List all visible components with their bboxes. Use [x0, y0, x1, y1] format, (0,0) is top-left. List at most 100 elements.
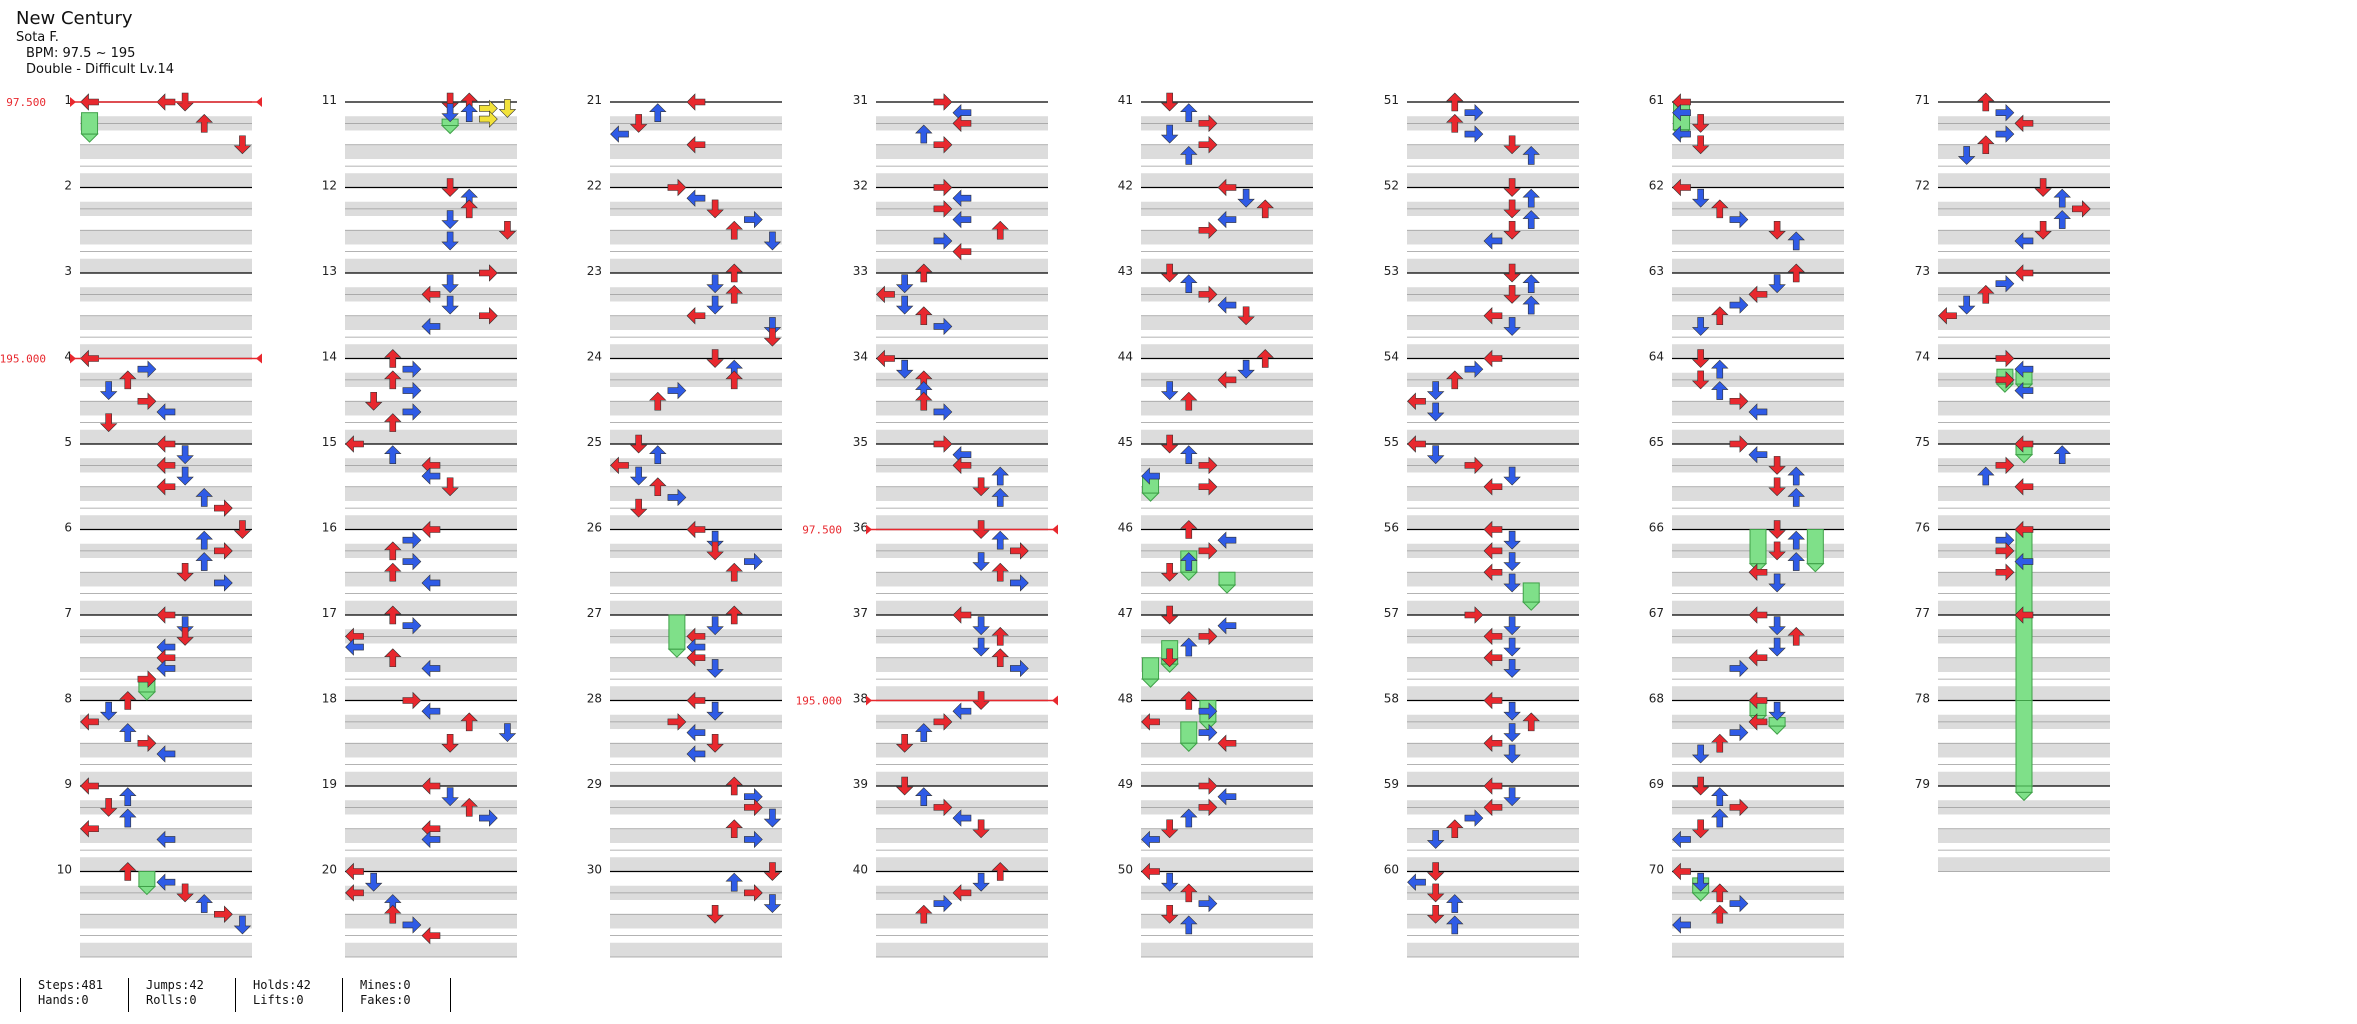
step-arrow	[706, 659, 724, 678]
step-arrow	[421, 659, 441, 678]
measure-stripe	[345, 857, 517, 872]
measure-stripe	[1672, 401, 1844, 416]
step-arrow	[156, 403, 176, 421]
step-arrow	[667, 488, 687, 507]
step-arrow	[1711, 359, 1729, 379]
step-arrow	[384, 605, 402, 625]
measure-stripe	[80, 914, 252, 929]
step-arrow	[1010, 574, 1029, 592]
measure-stripe	[1938, 230, 2110, 245]
measure-stripe	[345, 515, 517, 530]
step-arrow	[744, 884, 763, 902]
step-arrow	[1407, 873, 1426, 891]
step-arrow	[1748, 403, 1768, 421]
step-arrow	[706, 295, 724, 315]
step-arrow	[686, 136, 706, 154]
step-arrow	[1160, 92, 1179, 112]
hold-tail	[1217, 584, 1237, 594]
step-arrow	[952, 456, 972, 475]
step-arrow	[2014, 114, 2034, 133]
measure-stripe	[345, 486, 517, 501]
measure-stripe	[345, 914, 517, 929]
step-arrow	[1768, 701, 1786, 721]
measure-stripe	[1407, 942, 1579, 957]
measure-stripe	[1141, 401, 1313, 416]
step-arrow	[763, 317, 782, 336]
step-arrow	[725, 562, 743, 582]
measure-stripe	[876, 230, 1048, 245]
step-arrow	[991, 530, 1009, 550]
measure-stripe	[1672, 657, 1844, 672]
step-arrow	[2072, 200, 2091, 218]
measure-stripe	[80, 515, 252, 530]
measure-number: 45	[1118, 435, 1133, 449]
measure-number: 44	[1118, 350, 1133, 364]
measure-number: 37	[853, 606, 868, 620]
step-arrow	[686, 649, 706, 667]
step-arrow	[2053, 445, 2071, 464]
step-arrow	[1160, 819, 1179, 839]
measure-number: 54	[1384, 350, 1399, 364]
measure-number: 38	[853, 692, 868, 706]
step-arrow	[402, 381, 422, 400]
measure-stripe	[876, 401, 1048, 416]
measure-stripe	[345, 771, 517, 786]
measure-stripe	[610, 771, 782, 786]
measure-stripe	[1938, 401, 2110, 416]
bpm-marker-left	[70, 97, 76, 107]
step-arrow	[1672, 830, 1691, 849]
measure-number: 53	[1384, 264, 1399, 278]
measure-number: 17	[322, 606, 337, 620]
step-arrow	[706, 701, 724, 721]
measure-number: 32	[853, 179, 868, 193]
step-arrow	[1446, 370, 1464, 390]
step-arrow	[195, 530, 213, 550]
step-arrow	[706, 904, 724, 924]
step-arrow	[195, 552, 213, 571]
measure-stripe	[876, 173, 1048, 188]
step-arrow	[460, 712, 478, 732]
step-arrow	[1426, 381, 1445, 400]
step-arrow	[991, 626, 1009, 646]
step-arrow	[80, 777, 99, 795]
step-arrow	[1711, 199, 1729, 219]
step-arrow	[763, 894, 782, 913]
measure-number: 23	[587, 264, 602, 278]
step-arrow	[1483, 691, 1503, 710]
measure-stripe	[1141, 144, 1313, 159]
step-arrow	[933, 403, 953, 421]
measure-stripe	[876, 572, 1048, 587]
measure-number: 5	[64, 435, 72, 449]
step-arrow	[1160, 263, 1179, 283]
stats-separator	[450, 978, 451, 1012]
step-arrow	[137, 670, 157, 688]
hold-tail	[1179, 742, 1198, 752]
step-arrow	[1217, 734, 1237, 752]
measure-stripe	[1938, 344, 2110, 359]
measure-number: 36	[853, 521, 868, 535]
measure-number: 3	[64, 264, 72, 278]
measure-stripe	[1407, 686, 1579, 701]
measure-number: 58	[1384, 692, 1399, 706]
step-arrow	[725, 284, 743, 304]
step-arrow	[1198, 627, 1218, 646]
step-arrow	[1180, 883, 1198, 903]
step-arrow	[1748, 713, 1768, 731]
measure-stripe	[610, 230, 782, 245]
measure-stripe	[1407, 401, 1579, 416]
measure-stripe	[1407, 914, 1579, 929]
hold-bar	[1749, 529, 1767, 565]
step-arrow	[686, 520, 706, 539]
step-arrow	[744, 552, 763, 571]
step-arrow	[649, 103, 667, 122]
step-arrow	[1787, 488, 1805, 507]
measure-stripe	[80, 230, 252, 245]
measure-stripe	[345, 942, 517, 957]
step-arrow	[441, 295, 459, 315]
step-arrow	[402, 360, 422, 378]
step-arrow	[629, 434, 648, 454]
step-arrow	[1464, 456, 1484, 475]
stat-rolls: Rolls:0	[146, 993, 197, 1007]
step-arrow	[991, 488, 1009, 507]
step-arrow	[421, 926, 441, 945]
